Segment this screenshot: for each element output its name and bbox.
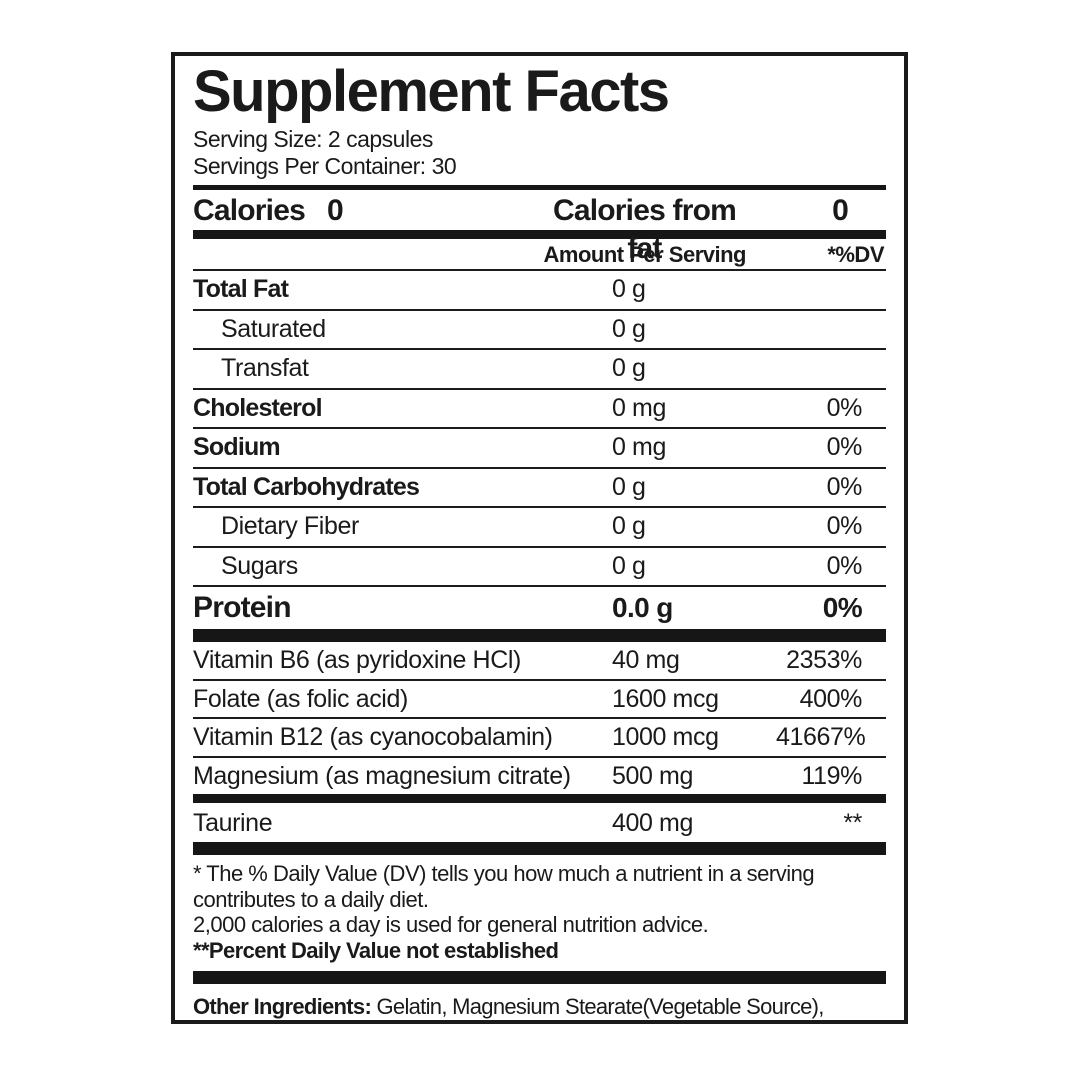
nutrient-dv <box>776 271 886 309</box>
divider-thick <box>193 971 886 984</box>
servings-per-container: Servings Per Container: 30 <box>193 153 457 179</box>
nutrient-row: Saturated 0 g <box>193 311 886 350</box>
nutrient-name: Vitamin B12 (as cyanocobalamin) <box>193 723 553 751</box>
nutrient-amount: 0 mg <box>612 393 666 422</box>
nutrient-amount: 0 g <box>612 314 646 343</box>
nutrient-amount: 0.0 g <box>612 592 673 623</box>
supplement-facts-label: Supplement Facts Serving Size: 2 capsule… <box>171 52 908 1024</box>
nutrient-dv: 0% <box>826 393 863 422</box>
nutrient-dv: 0% <box>826 551 863 580</box>
other-ingredients-text: Gelatin, Magnesium Stearate(Vegetable So… <box>376 994 825 1019</box>
nutrient-row: Magnesium (as magnesium citrate) 500 mg … <box>193 758 886 795</box>
nutrient-amount: 0 mg <box>612 433 666 461</box>
nutrient-row: Folate (as folic acid) 1600 mcg 400% <box>193 681 886 719</box>
nutrient-amount: 0 g <box>612 354 646 382</box>
nutrient-dv: ** <box>843 809 862 837</box>
nutrient-name: Dietary Fiber <box>221 512 359 540</box>
nutrient-name: Total Fat <box>193 275 289 303</box>
nutrient-amount: 400 mg <box>612 809 693 837</box>
nutrient-row: Vitamin B6 (as pyridoxine HCl) 40 mg 235… <box>193 642 886 681</box>
footnotes: * The % Daily Value (DV) tells you how m… <box>193 861 886 963</box>
nutrient-amount: 0 g <box>612 512 646 540</box>
nutrient-row: Dietary Fiber 0 g 0% <box>193 508 886 548</box>
nutrient-row: Total Fat 0 g <box>193 271 886 311</box>
nutrient-dv: 119% <box>801 761 863 790</box>
nutrient-row: Sodium 0 mg 0% <box>193 429 886 469</box>
divider-thick <box>193 629 886 642</box>
nutrient-amount: 0 g <box>612 551 646 580</box>
nutrient-row: Vitamin B12 (as cyanocobalamin) 1000 mcg… <box>193 719 886 758</box>
calories-from-fat-value: 0 <box>832 194 849 227</box>
nutrient-name: Protein <box>193 591 292 624</box>
nutrient-dv <box>776 350 886 388</box>
nutrient-name: Transfat <box>221 354 309 382</box>
nutrient-dv <box>776 311 886 349</box>
nutrient-name: Saturated <box>221 314 326 343</box>
calories-row: Calories 0 Calories from fat 0 <box>193 192 886 265</box>
other-ingredients: Other Ingredients: Gelatin, Magnesium St… <box>193 993 886 1020</box>
divider-medium <box>193 185 886 190</box>
daily-value-footnote: * The % Daily Value (DV) tells you how m… <box>193 861 815 912</box>
column-headers: Amount Per Serving *%DV <box>193 241 886 271</box>
other-ingredients-label: Other Ingredients: <box>193 994 372 1019</box>
nutrient-amount: 0 g <box>612 275 646 303</box>
nutrient-dv: 400% <box>799 684 863 713</box>
divider-thick <box>193 794 886 803</box>
nutrient-name: Sodium <box>193 433 281 461</box>
nutrient-name: Folate (as folic acid) <box>193 684 408 713</box>
not-established-footnote: **Percent Daily Value not established <box>193 937 559 963</box>
divider-thick <box>193 842 886 855</box>
nutrient-row: Sugars 0 g 0% <box>193 548 886 587</box>
calories-value: 0 <box>327 194 344 227</box>
protein-row: Protein 0.0 g 0% <box>193 587 886 629</box>
active-ingredients-section: Vitamin B6 (as pyridoxine HCl) 40 mg 235… <box>193 642 886 794</box>
nutrient-amount: 0 g <box>612 472 646 501</box>
label-title: Supplement Facts <box>193 59 670 124</box>
nutrient-dv: 41667% <box>776 723 866 751</box>
nutrient-row: Cholesterol 0 mg 0% <box>193 390 886 429</box>
nutrient-dv: 0% <box>822 592 863 623</box>
nutrient-name: Cholesterol <box>193 393 323 422</box>
nutrient-row: Transfat 0 g <box>193 350 886 390</box>
amount-per-serving-header: Amount Per Serving <box>543 242 747 267</box>
dv-header: *%DV <box>827 242 884 267</box>
nutrient-dv: 0% <box>826 472 863 501</box>
divider-thick <box>193 230 886 239</box>
nutrient-name: Taurine <box>193 809 273 837</box>
nutrient-dv: 2353% <box>786 646 862 674</box>
nutrient-dv: 0% <box>826 433 863 461</box>
nutrient-row: Total Carbohydrates 0 g 0% <box>193 469 886 508</box>
calories-label: Calories <box>193 194 306 227</box>
calories-advice-footnote: 2,000 calories a day is used for general… <box>193 912 709 937</box>
nutrient-name: Sugars <box>221 551 298 580</box>
nutrient-name: Vitamin B6 (as pyridoxine HCl) <box>193 646 521 674</box>
nutrient-amount: 1600 mcg <box>612 684 719 713</box>
calories-from-fat-label: Calories from fat <box>553 194 737 265</box>
serving-size: Serving Size: 2 capsules <box>193 126 433 152</box>
taurine-row: Taurine 400 mg ** <box>193 804 886 842</box>
nutrient-dv: 0% <box>826 512 863 540</box>
nutrient-amount: 500 mg <box>612 761 693 790</box>
nutrient-name: Magnesium (as magnesium citrate) <box>193 761 571 790</box>
nutrient-amount: 40 mg <box>612 646 680 674</box>
nutrient-amount: 1000 mcg <box>612 723 719 751</box>
nutrient-name: Total Carbohydrates <box>193 472 420 501</box>
